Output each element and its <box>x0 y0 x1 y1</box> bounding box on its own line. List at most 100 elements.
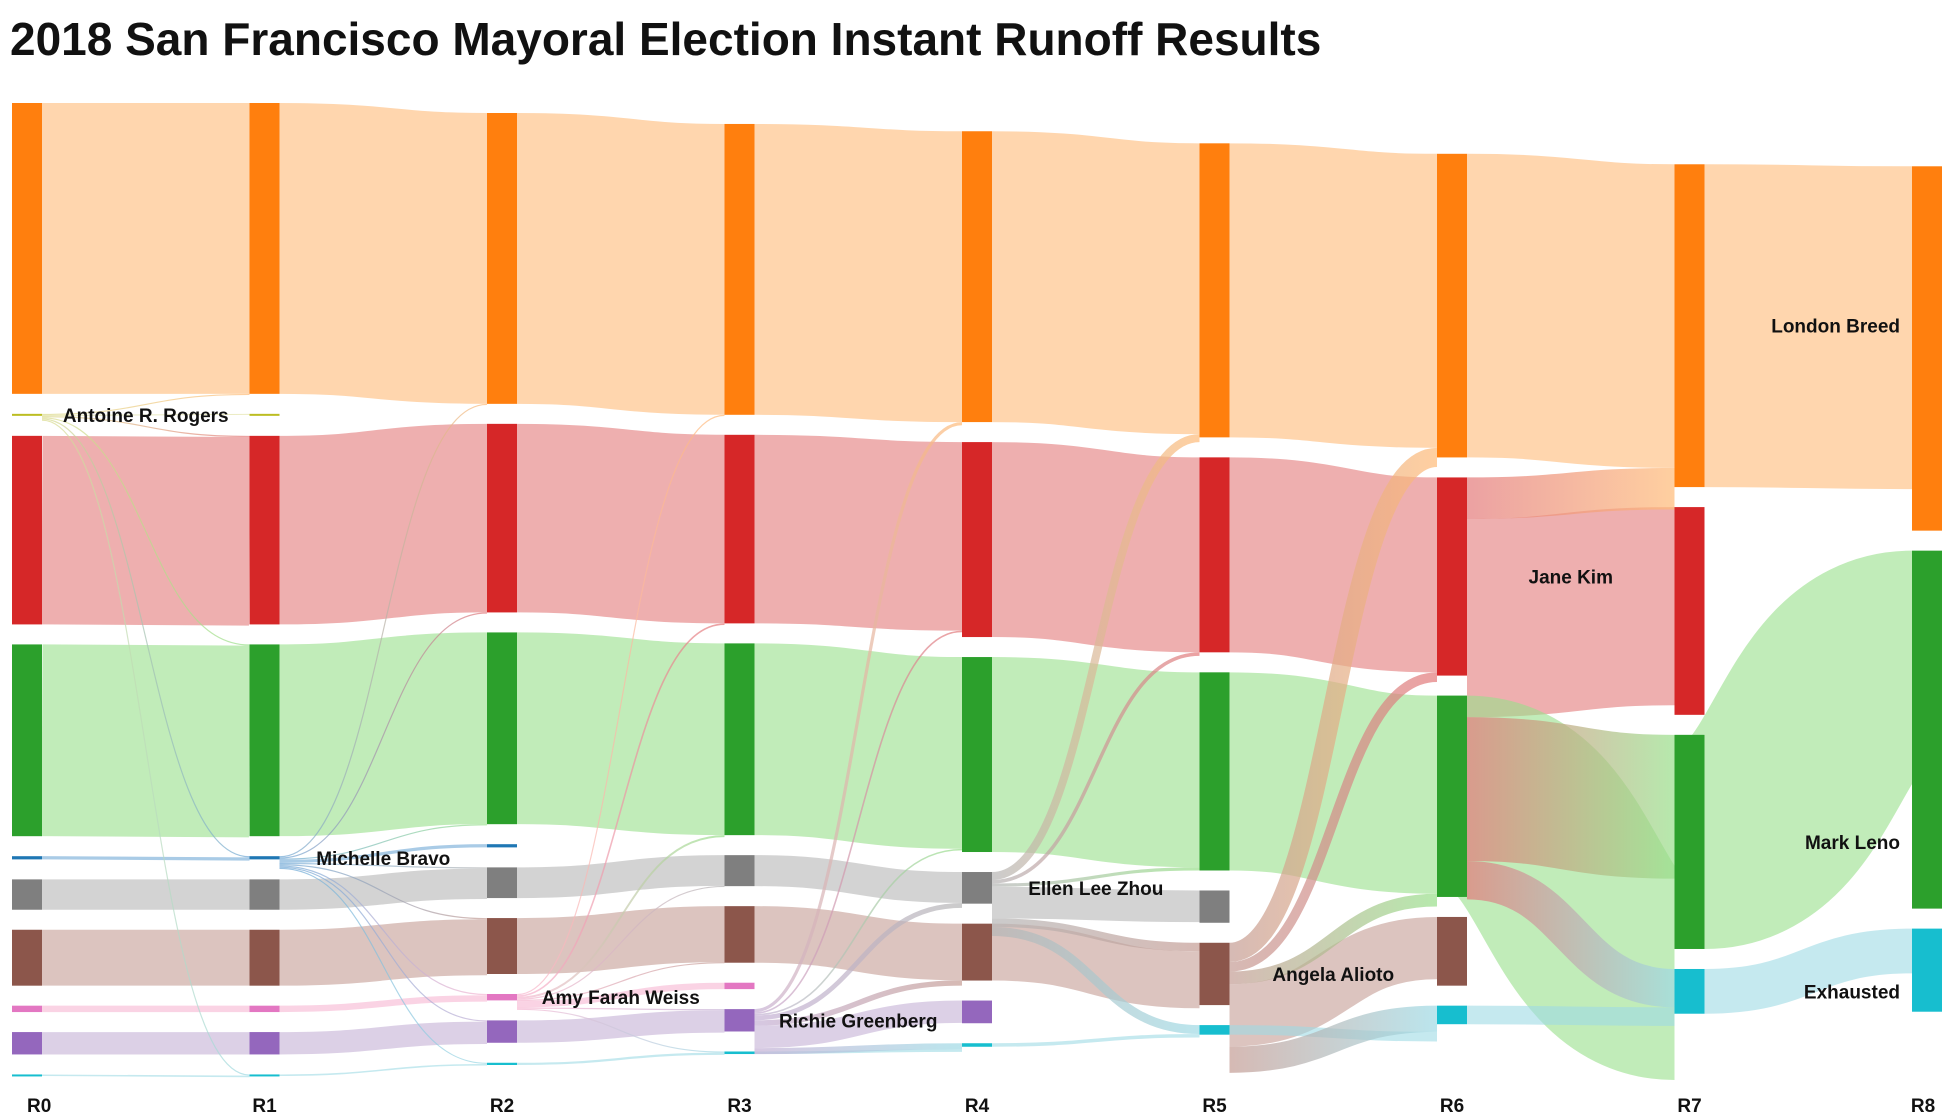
node-leno-R8 <box>1912 550 1942 909</box>
flow-R1-rogers-to-breed <box>41 393 250 416</box>
flow-R5-zhou-to-breed <box>991 434 1200 881</box>
flow-R1-rogers-to-leno <box>41 417 250 646</box>
node-weiss-R2 <box>487 993 517 1001</box>
node-kim-R0 <box>12 435 42 625</box>
node-alioto-R0 <box>12 929 42 986</box>
node-leno-R7 <box>1674 734 1705 949</box>
round-label-r6: R6 <box>1440 1096 1464 1117</box>
node-alioto-R4 <box>962 923 992 981</box>
round-label-r1: R1 <box>252 1096 277 1117</box>
flow-R5-zhou-to-alioto <box>991 918 1200 952</box>
node-kim-R7 <box>1674 507 1705 715</box>
flow-R2-zhou-to-zhou <box>279 868 488 910</box>
flow-R2-bravo-to-kim <box>279 612 488 859</box>
node-weiss-R0 <box>12 1005 42 1013</box>
flow-R3-weiss-to-greenberg <box>516 1007 725 1011</box>
flow-R2-alioto-to-alioto <box>279 919 488 986</box>
node-exhausted-R3 <box>724 1051 755 1055</box>
node-greenberg-R2 <box>487 1020 517 1043</box>
flow-R4-greenberg-to-kim <box>754 630 963 1014</box>
node-weiss-R1 <box>249 1005 280 1013</box>
node-zhou-R1 <box>249 879 280 910</box>
node-zhou-R0 <box>12 879 42 910</box>
round-label-r8: R8 <box>1911 1096 1935 1117</box>
node-leno-R4 <box>962 657 992 853</box>
label-weiss: Amy Farah Weiss <box>542 988 700 1009</box>
round-label-r0: R0 <box>27 1096 51 1117</box>
node-kim-R5 <box>1199 457 1230 653</box>
flow-R3-leno-to-leno <box>516 632 725 836</box>
flow-R3-breed-to-breed <box>516 113 726 415</box>
label-exhausted: Exhausted <box>1804 982 1900 1003</box>
flow-R4-breed-to-breed <box>754 123 963 423</box>
flow-R8-leno-to-leno <box>1682 550 1935 949</box>
flow-R3-greenberg-to-greenberg <box>516 1010 725 1043</box>
flow-R4-greenberg-to-leno <box>754 848 963 1016</box>
label-leno: Mark Leno <box>1805 833 1900 854</box>
flow-R7-kim-to-kim <box>1466 507 1675 718</box>
node-alioto-R6 <box>1437 916 1467 986</box>
node-bravo-R1 <box>249 856 280 860</box>
label-rogers: Antoine R. Rogers <box>63 406 229 427</box>
flow-R1-rogers-to-kim <box>41 416 250 438</box>
round-label-r2: R2 <box>490 1096 514 1117</box>
round-label-r7: R7 <box>1677 1096 1701 1117</box>
node-zhou-R5 <box>1199 890 1230 923</box>
label-breed: London Breed <box>1771 317 1900 338</box>
node-alioto-R5 <box>1199 942 1230 1006</box>
flow-R6-alioto-to-kim <box>1229 672 1438 972</box>
flow-R1-exhausted-to-exhausted <box>41 1074 250 1078</box>
flow-R3-kim-to-kim <box>516 423 725 624</box>
node-alioto-R3 <box>724 906 755 963</box>
flow-R3-weiss-to-leno <box>516 835 725 999</box>
node-breed-R7 <box>1674 164 1705 488</box>
labels-layer: London Breed Antoine R. Rogers Jane Kim Mar… <box>63 317 1900 1033</box>
flow-R3-weiss-to-alioto <box>516 962 725 1002</box>
flow-R5-alioto-to-alioto <box>991 923 1200 1009</box>
round-label-r5: R5 <box>1202 1096 1227 1117</box>
node-exhausted-R6 <box>1437 1005 1467 1025</box>
flow-R7-exhausted-to-exhausted <box>1466 1005 1675 1026</box>
node-exhausted-R2 <box>487 1062 517 1065</box>
node-breed-R5 <box>1199 143 1230 438</box>
flow-R5-kim-to-kim <box>991 442 1201 653</box>
node-exhausted-R8 <box>1912 928 1942 1012</box>
flow-R4-greenberg-to-breed <box>754 422 963 1013</box>
flow-R3-exhausted-to-exhausted <box>516 1052 725 1065</box>
node-rogers-R1 <box>249 413 280 416</box>
flow-R3-zhou-to-zhou <box>516 855 725 899</box>
node-alioto-R1 <box>249 929 280 986</box>
flow-R4-greenberg-to-alioto <box>754 980 963 1026</box>
flow-R6-leno-to-leno <box>1228 672 1439 894</box>
flow-R2-bravo-to-bravo <box>279 844 488 863</box>
node-greenberg-R4 <box>962 1000 992 1024</box>
flow-R5-exhausted-to-exhausted <box>991 1034 1200 1047</box>
node-exhausted-R4 <box>962 1043 992 1047</box>
flow-R8-breed-to-breed <box>1704 164 1913 490</box>
label-kim: Jane Kim <box>1529 568 1613 589</box>
label-bravo: Michelle Bravo <box>316 849 450 870</box>
flow-R6-alioto-to-exhausted <box>1229 1005 1438 1073</box>
flow-R4-greenberg-to-zhou <box>754 903 963 1021</box>
flow-R3-weiss-to-exhausted <box>516 1008 725 1053</box>
round-label-r3: R3 <box>727 1096 751 1117</box>
flow-R3-weiss-to-zhou <box>516 885 725 1000</box>
node-leno-R1 <box>249 644 280 837</box>
node-kim-R3 <box>724 434 755 624</box>
node-breed-R2 <box>487 113 517 404</box>
flow-R2-breed-to-breed <box>278 103 488 404</box>
flow-R5-breed-to-breed <box>991 131 1201 435</box>
node-kim-R4 <box>962 442 992 638</box>
node-breed-R6 <box>1437 153 1467 458</box>
flow-R6-alioto-to-leno <box>1229 893 1438 985</box>
flow-R4-alioto-to-alioto <box>754 906 963 981</box>
flow-R3-weiss-to-kim <box>516 623 725 997</box>
flow-R6-breed-to-breed <box>1228 143 1438 448</box>
node-leno-R0 <box>12 644 42 837</box>
flow-R4-kim-to-kim <box>754 434 963 631</box>
flow-R1-leno-to-leno <box>41 644 250 838</box>
flow-R3-weiss-to-breed <box>516 414 725 996</box>
node-zhou-R3 <box>724 855 755 887</box>
flow-R1-bravo-to-bravo <box>41 856 250 861</box>
